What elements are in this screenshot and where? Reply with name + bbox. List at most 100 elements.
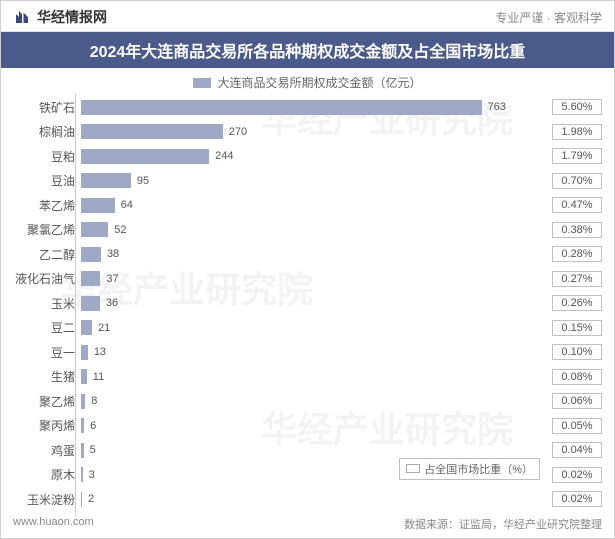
chart-row: 豆二210.15% — [13, 316, 602, 341]
bar-zone: 36 — [81, 291, 544, 316]
category-label: 聚丙烯 — [13, 417, 81, 434]
category-label: 豆油 — [13, 172, 81, 189]
bar-zone: 244 — [81, 144, 544, 169]
bar-zone: 38 — [81, 242, 544, 267]
bar — [81, 467, 83, 482]
chart-row: 聚乙烯80.06% — [13, 389, 602, 414]
bar — [81, 345, 88, 360]
percentage-box: 0.26% — [552, 295, 602, 311]
percentage-box: 0.47% — [552, 197, 602, 213]
brand-logo-icon — [13, 8, 31, 26]
category-label: 豆一 — [13, 344, 81, 361]
percentage-box: 0.02% — [552, 467, 602, 483]
bar — [81, 418, 84, 433]
chart-row: 乙二醇 38 0.28% — [13, 242, 602, 267]
bar-zone: 21 — [81, 316, 544, 341]
bar-zone: 11 — [81, 365, 544, 390]
category-label: 玉米淀粉 — [13, 491, 81, 508]
bar-value: 95 — [137, 175, 149, 187]
bar-zone: 37 — [81, 267, 544, 292]
chart-row: 棕榈油 270 1.98% — [13, 120, 602, 145]
bar-zone: 8 — [81, 389, 544, 414]
chart-row: 玉米 36 0.26% — [13, 291, 602, 316]
bar — [81, 394, 85, 409]
category-label: 聚乙烯 — [13, 393, 81, 410]
legend-secondary-label: 占全国市场比重（%） — [424, 461, 533, 477]
category-label: 原木 — [13, 466, 81, 483]
bar — [81, 271, 100, 286]
bar-value: 38 — [107, 248, 119, 260]
bar-zone: 763 — [81, 95, 544, 120]
bar-zone: 270 — [81, 120, 544, 145]
percentage-box: 0.70% — [552, 173, 602, 189]
footer-url: www.huaon.com — [13, 516, 94, 532]
category-label: 铁矿石 — [13, 99, 81, 116]
percentage-box: 0.38% — [552, 222, 602, 238]
footer: www.huaon.com 数据来源：证监局，华经产业研究院整理 — [1, 512, 614, 538]
bar — [81, 247, 101, 262]
bar-value: 37 — [106, 273, 118, 285]
percentage-box: 0.04% — [552, 442, 602, 458]
bar-zone: 2 — [81, 487, 544, 512]
chart-row: 聚丙烯60.05% — [13, 414, 602, 439]
bar — [81, 124, 223, 139]
category-label: 玉米 — [13, 295, 81, 312]
percentage-box: 1.98% — [552, 124, 602, 140]
bar — [81, 492, 82, 507]
bar — [81, 369, 87, 384]
chart-row: 豆粕 244 1.79% — [13, 144, 602, 169]
bar-value: 21 — [98, 322, 110, 334]
top-bar: 华经情报网 专业严谨 · 客观科学 — [1, 1, 614, 32]
chart-row: 生猪11 0.08% — [13, 365, 602, 390]
legend-secondary-swatch-icon — [406, 464, 420, 473]
category-label: 液化石油气 — [13, 270, 81, 287]
chart-row: 铁矿石7635.60% — [13, 95, 602, 120]
chart-row: 聚氯乙烯 52 0.38% — [13, 218, 602, 243]
bar — [81, 100, 482, 115]
chart-row: 液化石油气 37 0.27% — [13, 267, 602, 292]
brand: 华经情报网 — [13, 7, 107, 27]
bar-zone: 13 — [81, 340, 544, 365]
percentage-box: 0.15% — [552, 320, 602, 336]
legend-primary-label: 大连商品交易所期权成交金额（亿元） — [217, 74, 421, 91]
category-label: 豆粕 — [13, 148, 81, 165]
legend-swatch-icon — [193, 78, 211, 88]
percentage-box: 0.28% — [552, 246, 602, 262]
bar-value: 270 — [229, 126, 247, 138]
bar-value: 2 — [88, 493, 94, 505]
category-label: 棕榈油 — [13, 123, 81, 140]
percentage-box: 0.02% — [552, 491, 602, 507]
bar-zone: 95 — [81, 169, 544, 194]
bar — [81, 198, 115, 213]
footer-source: 数据来源：证监局，华经产业研究院整理 — [404, 516, 602, 532]
chart-row: 苯乙烯 64 0.47% — [13, 193, 602, 218]
category-label: 乙二醇 — [13, 246, 81, 263]
bar-value: 64 — [121, 199, 133, 211]
bar-zone: 64 — [81, 193, 544, 218]
bar-value: 6 — [90, 420, 96, 432]
percentage-box: 1.79% — [552, 148, 602, 164]
percentage-box: 0.10% — [552, 344, 602, 360]
category-label: 聚氯乙烯 — [13, 221, 81, 238]
bar — [81, 149, 209, 164]
bar-value: 5 — [90, 444, 96, 456]
brand-tagline: 专业严谨 · 客观科学 — [495, 9, 602, 26]
bar — [81, 443, 84, 458]
percentage-box: 0.27% — [552, 271, 602, 287]
chart-title: 2024年大连商品交易所各品种期权成交金额及占全国市场比重 — [1, 32, 614, 68]
bar-value: 8 — [91, 395, 97, 407]
percentage-box: 0.08% — [552, 369, 602, 385]
chart-row: 豆油 95 0.70% — [13, 169, 602, 194]
bar-value: 3 — [89, 469, 95, 481]
bar-value: 244 — [215, 150, 233, 162]
chart-row: 豆一13 0.10% — [13, 340, 602, 365]
bar-value: 52 — [114, 224, 126, 236]
category-label: 生猪 — [13, 368, 81, 385]
chart-container: 华经产业研究院 华经产业研究院 华经产业研究院 华经情报网 专业严谨 · 客观科… — [0, 0, 615, 539]
legend-primary: 大连商品交易所期权成交金额（亿元） — [1, 68, 614, 93]
bar-value: 36 — [106, 297, 118, 309]
category-label: 苯乙烯 — [13, 197, 81, 214]
category-label: 鸡蛋 — [13, 442, 81, 459]
bar-value: 763 — [488, 101, 506, 113]
brand-name: 华经情报网 — [37, 7, 107, 27]
